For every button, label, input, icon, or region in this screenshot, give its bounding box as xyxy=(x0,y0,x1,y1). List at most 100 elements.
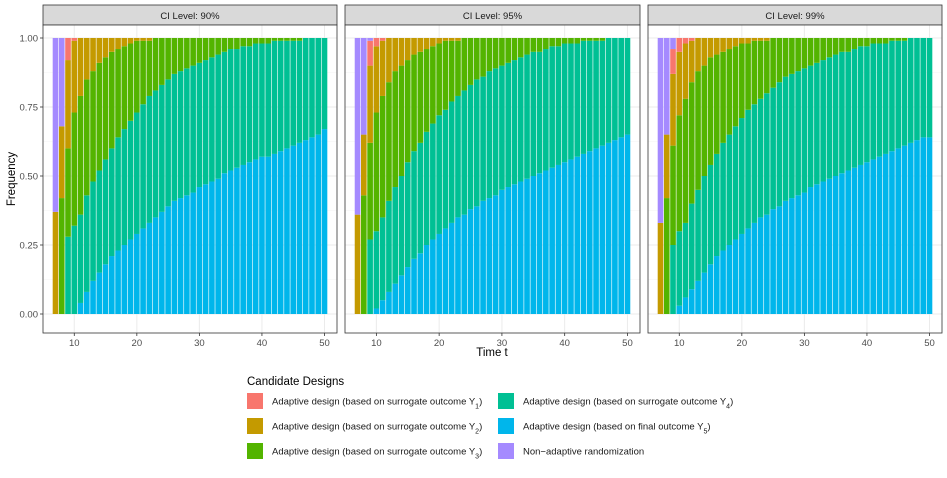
bar-segment-s5-t50 xyxy=(624,134,631,314)
bar-segment-s5-t37 xyxy=(543,170,549,314)
bar-segment-s3-t33 xyxy=(215,38,221,55)
bar-segment-s4-t28 xyxy=(184,68,190,196)
bar-segment-s3-t11 xyxy=(77,95,84,215)
bar-segment-s5-t26 xyxy=(473,206,480,314)
bar-segment-s3-t41 xyxy=(568,38,574,44)
bar-segment-s4-t45 xyxy=(290,40,297,146)
legend-label-subscript: 2 xyxy=(475,428,479,435)
bar-segment-s4-t22 xyxy=(146,95,153,223)
bar-segment-s4-t26 xyxy=(776,82,783,207)
bar-segment-s2-t23 xyxy=(455,38,461,41)
bar-segment-s4-t37 xyxy=(845,51,851,171)
bar-segment-s2-t14 xyxy=(96,38,103,63)
bar-segment-s4-t11 xyxy=(379,217,386,301)
bar-segment-s4-t42 xyxy=(574,43,581,157)
bar-segment-s5-t25 xyxy=(770,209,776,314)
bar-segment-s5-t41 xyxy=(265,156,272,314)
bar-segment-s2-t16 xyxy=(713,38,720,55)
bar-segment-s5-t31 xyxy=(807,187,814,314)
bar-segment-s3-t34 xyxy=(524,38,530,55)
bar-segment-s3-t41 xyxy=(265,38,272,44)
bar-segment-s5-t13 xyxy=(695,280,701,314)
facet-panel-95pct: CI Level: 95% 10 20 30 40 50 xyxy=(344,4,641,349)
bar-segment-s2-t17 xyxy=(417,38,424,52)
legend-label-subscript: 5 xyxy=(703,428,707,435)
bar-segment-s3-t39 xyxy=(555,38,562,47)
bar-segment-s3-t16 xyxy=(411,54,417,152)
bar-segment-s5-t33 xyxy=(820,181,826,314)
bar-segment-s4-t19 xyxy=(732,126,739,240)
bar-segment-s3-t34 xyxy=(826,38,833,58)
bar-segment-s3-t21 xyxy=(442,40,449,110)
x-tick-label: 10 xyxy=(371,338,382,349)
legend-key-swatch xyxy=(498,443,514,459)
bar-segment-s5-t27 xyxy=(480,200,486,314)
bar-segment-s3-t14 xyxy=(96,62,103,171)
bar-segment-s5-t30 xyxy=(196,187,203,314)
bar-segment-s5-t19 xyxy=(430,239,436,314)
bar-segment-s3-t32 xyxy=(511,38,518,61)
bar-segment-s2-t7 xyxy=(354,214,361,314)
bar-segment-s3-t32 xyxy=(209,38,215,58)
bar-segment-s4-t10 xyxy=(373,231,380,309)
bar-segment-s3-t27 xyxy=(480,38,486,77)
bar-segment-s2-t20 xyxy=(739,38,745,44)
bar-segment-s5-t24 xyxy=(764,214,770,314)
bar-segment-s4-t30 xyxy=(499,65,505,190)
bar-segment-s3-t16 xyxy=(108,51,115,149)
bar-segment-s3-t12 xyxy=(386,82,392,201)
bar-segment-s3-t22 xyxy=(146,40,153,96)
bar-segment-s5-t39 xyxy=(555,164,562,314)
bar-segment-s3-t34 xyxy=(221,38,228,52)
bar-segment-s4-t42 xyxy=(271,40,278,154)
bar-segment-s2-t16 xyxy=(108,38,115,52)
bar-segment-s4-t35 xyxy=(227,49,234,171)
bar-segment-s3-t10 xyxy=(676,115,683,232)
bar-segment-s2-t18 xyxy=(726,38,733,50)
bar-segment-s2-t10 xyxy=(71,40,78,113)
bar-segment-s2-t19 xyxy=(732,38,739,47)
bar-segment-s4-t23 xyxy=(757,98,764,218)
bar-segment-s3-t8 xyxy=(663,198,670,314)
bar-segment-s2-t7 xyxy=(657,222,664,314)
bar-segment-s4-t25 xyxy=(770,87,776,210)
bar-segment-nr-t9 xyxy=(367,38,373,41)
facet-strip-label: CI Level: 99% xyxy=(765,11,825,22)
bar-segment-s5-t26 xyxy=(776,206,783,314)
legend-label-subscript: 1 xyxy=(475,403,479,410)
bar-segment-s3-t31 xyxy=(807,38,814,66)
bar-segment-s2-t11 xyxy=(379,40,386,96)
bar-segment-s5-t38 xyxy=(549,167,555,314)
bar-segment-s5-t11 xyxy=(77,302,84,314)
bar-segment-s3-t16 xyxy=(713,54,720,154)
bar-segment-s3-t23 xyxy=(455,40,461,96)
bar-segment-s5-t23 xyxy=(152,217,159,314)
bar-segment-s5-t43 xyxy=(580,153,587,314)
bar-segment-s4-t38 xyxy=(549,46,555,168)
bar-segment-s3-t40 xyxy=(864,38,870,47)
bar-segment-s2-t24 xyxy=(764,38,770,41)
bar-segment-s5-t40 xyxy=(561,162,568,314)
legend-label-subscript: 3 xyxy=(475,453,479,460)
bar-segment-s3-t43 xyxy=(882,38,889,44)
x-tick-label: 20 xyxy=(737,338,748,349)
bar-segment-nr-t7 xyxy=(657,38,664,223)
bar-segment-s5-t23 xyxy=(455,217,461,314)
bar-segment-s4-t48 xyxy=(612,38,618,141)
bar-segment-s5-t14 xyxy=(398,275,405,314)
bar-segment-s4-t27 xyxy=(782,76,789,201)
bar-segment-s4-t35 xyxy=(530,51,537,176)
bar-segment-s2-t16 xyxy=(411,38,417,55)
bar-segment-s2-t9 xyxy=(670,73,676,146)
bar-segment-s4-t48 xyxy=(914,38,920,141)
bar-segment-s3-t20 xyxy=(739,43,745,119)
bar-segment-s3-t13 xyxy=(392,71,399,188)
x-tick-label: 50 xyxy=(924,338,935,349)
bar-segment-s5-t43 xyxy=(882,153,889,314)
bar-segment-s5-t15 xyxy=(404,267,411,314)
bar-segment-s1-t10 xyxy=(71,38,78,41)
bar-segment-s4-t21 xyxy=(745,109,751,229)
bar-segment-s3-t24 xyxy=(461,38,468,91)
bar-segment-s4-t43 xyxy=(580,40,587,154)
bar-segment-s4-t29 xyxy=(492,68,499,196)
